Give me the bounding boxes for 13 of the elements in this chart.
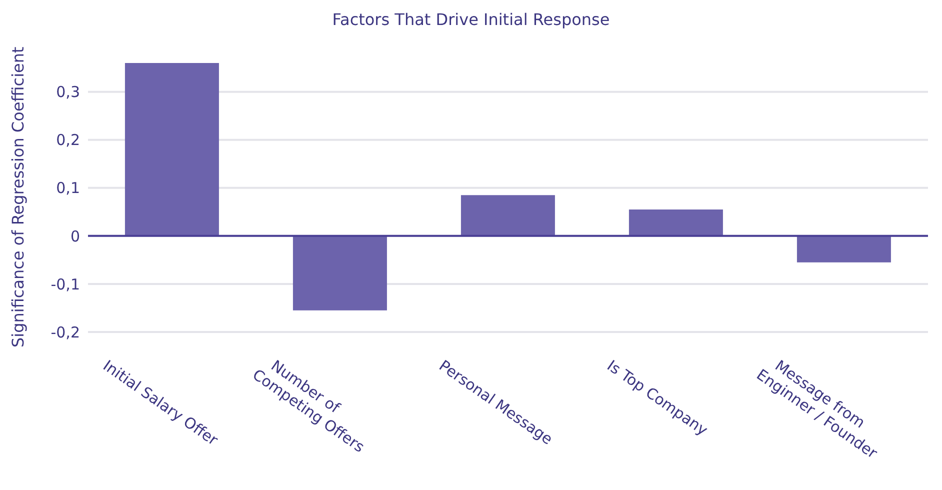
y-tick-label: 0,1 <box>56 179 80 198</box>
bar <box>292 236 387 310</box>
bar <box>796 236 891 262</box>
y-tick-label: -0,2 <box>50 323 80 342</box>
y-axis-title: Significance of Regression Coefficient <box>8 46 28 348</box>
y-tick-label: -0,1 <box>50 275 80 294</box>
y-tick-label: 0,2 <box>56 131 80 150</box>
chart-title: Factors That Drive Initial Response <box>331 10 611 29</box>
y-tick-label: 0,3 <box>56 83 80 102</box>
bar <box>460 195 555 236</box>
y-tick-label: 0 <box>70 227 80 246</box>
bar <box>628 210 723 236</box>
bar <box>124 63 219 236</box>
